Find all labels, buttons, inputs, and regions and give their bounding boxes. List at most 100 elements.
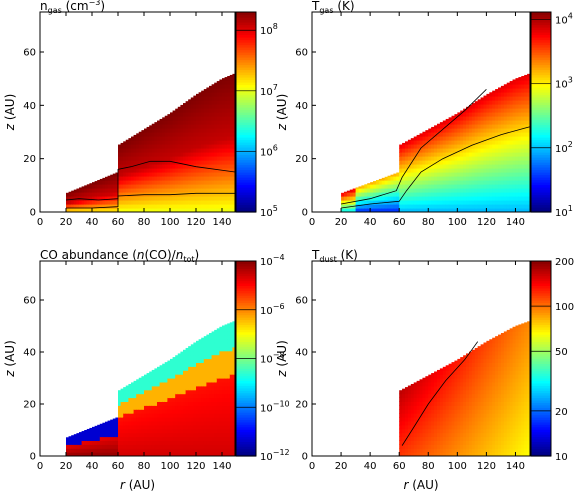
heatmap-cell (468, 204, 473, 209)
heatmap-cell (454, 156, 458, 161)
heatmap-cell (138, 417, 142, 422)
heatmap-cell (201, 156, 205, 161)
heatmap-cell (460, 401, 464, 406)
heatmap-cell (434, 381, 438, 387)
heatmap-cell (125, 417, 129, 422)
heatmap-cell (410, 389, 415, 395)
heatmap-cell (133, 180, 137, 185)
colorbar-segment (531, 32, 551, 36)
colorbar-segment (531, 152, 551, 156)
heatmap-cell (138, 385, 142, 391)
heatmap-cell (222, 432, 226, 438)
heatmap-cell (222, 192, 226, 197)
heatmap-cell (419, 405, 424, 410)
heatmap-cell (402, 148, 406, 153)
heatmap-cell (110, 436, 114, 441)
heatmap-cell (454, 444, 458, 449)
heatmap-cell (448, 144, 453, 149)
heatmap-cell (138, 389, 142, 395)
heatmap-cell (495, 192, 499, 197)
heatmap-cell (442, 148, 447, 153)
heatmap-cell (506, 208, 511, 212)
heatmap-cell (224, 128, 228, 133)
heatmap-cell (131, 148, 135, 153)
heatmap-cell (422, 409, 426, 414)
heatmap-cell (162, 136, 166, 141)
heatmap-cell (141, 172, 145, 177)
heatmap-cell (396, 180, 400, 185)
heatmap-cell (477, 108, 482, 113)
colorbar-segment (236, 157, 256, 161)
heatmap-cell (451, 132, 456, 137)
heatmap-cell (125, 440, 129, 445)
heatmap-cell (196, 124, 200, 129)
heatmap-cell (164, 448, 168, 453)
heatmap-cell (428, 160, 432, 165)
heatmap-cell (448, 148, 453, 153)
heatmap-cell (177, 200, 181, 205)
heatmap-cell (521, 160, 525, 165)
heatmap-cell (216, 381, 220, 387)
heatmap-cell (131, 401, 135, 406)
heatmap-cell (413, 208, 418, 212)
heatmap-cell (451, 393, 456, 399)
heatmap-cell (216, 112, 220, 117)
heatmap-cell (480, 116, 485, 121)
heatmap-cell (471, 172, 476, 177)
heatmap-cell (431, 168, 435, 173)
heatmap-cell (370, 200, 374, 205)
heatmap-cell (125, 168, 129, 173)
heatmap-cell (120, 200, 124, 205)
colorbar-segment (236, 402, 256, 406)
heatmap-cell (115, 420, 119, 426)
heatmap-cell (190, 432, 194, 438)
heatmap-cell (170, 136, 174, 141)
heatmap-cell (203, 196, 207, 201)
heatmap-cell (198, 160, 202, 165)
heatmap-cell (203, 440, 207, 445)
heatmap-cell (454, 160, 458, 165)
heatmap-cell (172, 358, 176, 363)
heatmap-cell (138, 164, 142, 169)
heatmap-cell (214, 448, 218, 453)
heatmap-cell (175, 370, 179, 375)
heatmap-cell (480, 128, 485, 133)
heatmap-cell (515, 156, 519, 161)
heatmap-cell (149, 156, 153, 161)
heatmap-cell (358, 196, 363, 201)
heatmap-cell (201, 104, 205, 109)
heatmap-cell (463, 374, 467, 379)
heatmap-cell (136, 389, 140, 395)
heatmap-cell (190, 204, 194, 209)
heatmap-cell (214, 378, 218, 383)
heatmap-cell (442, 172, 447, 177)
heatmap-cell (162, 417, 166, 422)
heatmap-cell (378, 196, 383, 201)
heatmap-cell (177, 428, 181, 434)
heatmap-cell (466, 112, 470, 117)
heatmap-cell (151, 393, 155, 399)
heatmap-cell (463, 370, 467, 375)
heatmap-cell (373, 200, 377, 205)
heatmap-cell (164, 208, 168, 212)
heatmap-cell (219, 409, 223, 414)
heatmap-cell (141, 444, 145, 449)
heatmap-cell (448, 420, 453, 426)
heatmap-cell (407, 428, 412, 434)
heatmap-cell (521, 168, 525, 173)
heatmap-cell (480, 180, 485, 185)
heatmap-cell (203, 140, 207, 145)
heatmap-cell (214, 432, 218, 438)
heatmap-cell (164, 148, 168, 153)
heatmap-cell (224, 436, 228, 441)
heatmap-cell (146, 428, 150, 434)
colorbar-segment (531, 199, 551, 203)
heatmap-cell (512, 148, 517, 153)
colorbar-segment (236, 312, 256, 316)
heatmap-cell (463, 409, 467, 414)
heatmap-cell (460, 172, 464, 177)
heatmap-cell (524, 92, 528, 97)
heatmap-cell (227, 370, 231, 375)
heatmap-cell (185, 200, 189, 205)
heatmap-cell (180, 108, 184, 113)
